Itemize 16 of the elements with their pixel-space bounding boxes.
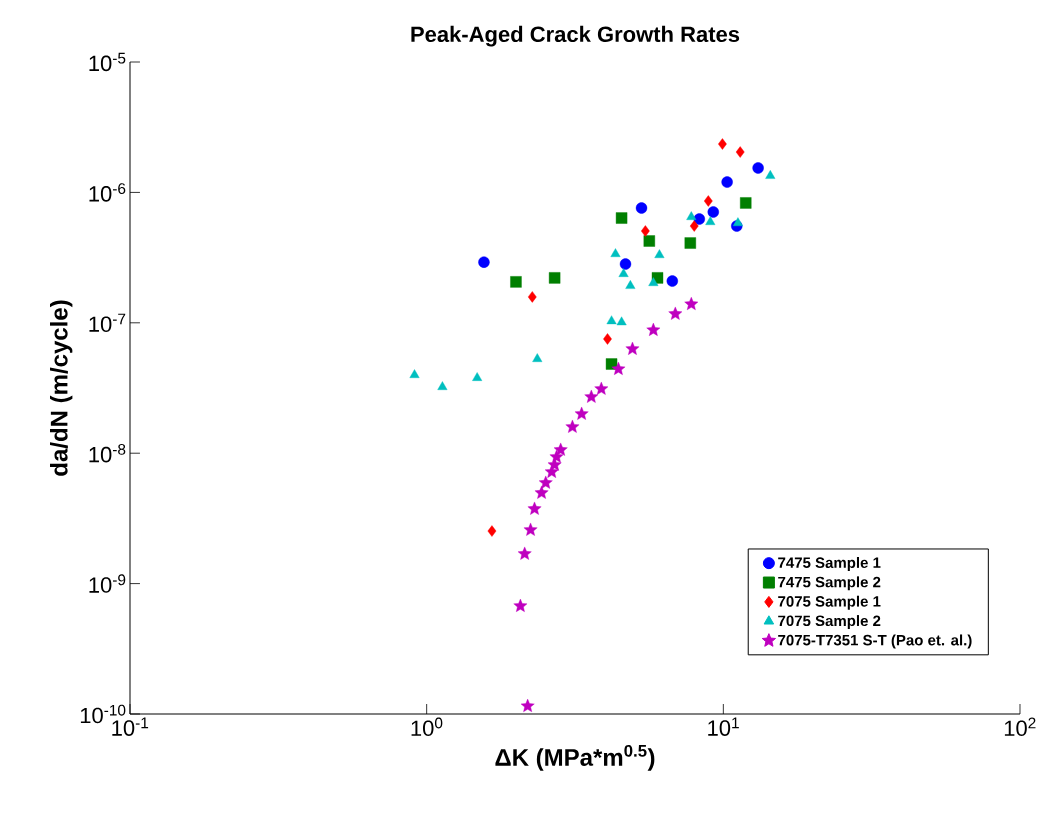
y-tick-label: 10$^{-9}$ bbox=[89, 574, 126, 593]
y-tick-label: 10$^{-8}$ bbox=[89, 443, 126, 463]
y-tick-label: 10$^{-5}$ bbox=[89, 52, 126, 72]
legend-label: 7075 Sample 2 bbox=[778, 615, 881, 630]
chart-title: Peak-Aged Crack Growth Rates bbox=[411, 25, 740, 47]
legend-label: 7475 Sample 1 bbox=[778, 556, 881, 571]
x-tick-label: 10$^{0}$ bbox=[411, 717, 443, 737]
legend-label: 7475 Sample 2 bbox=[778, 576, 881, 591]
x-tick-label: 10$^{1}$ bbox=[708, 717, 739, 736]
legend-label: 7075 Sample 1 bbox=[778, 595, 881, 610]
y-tick-label: 10$^{-6}$ bbox=[89, 183, 126, 202]
x-tick-label: 10$^{2}$ bbox=[1004, 717, 1036, 737]
y-axis-title: da/dN (m/cycle) bbox=[50, 300, 73, 476]
y-tick-label: 10$^{-7}$ bbox=[89, 313, 126, 332]
x-axis-title: ΔK (MPa*m$^{0.5}$) bbox=[495, 744, 655, 771]
legend-label: 7075-T7351 S-T (Pao et. al.) bbox=[778, 634, 972, 649]
